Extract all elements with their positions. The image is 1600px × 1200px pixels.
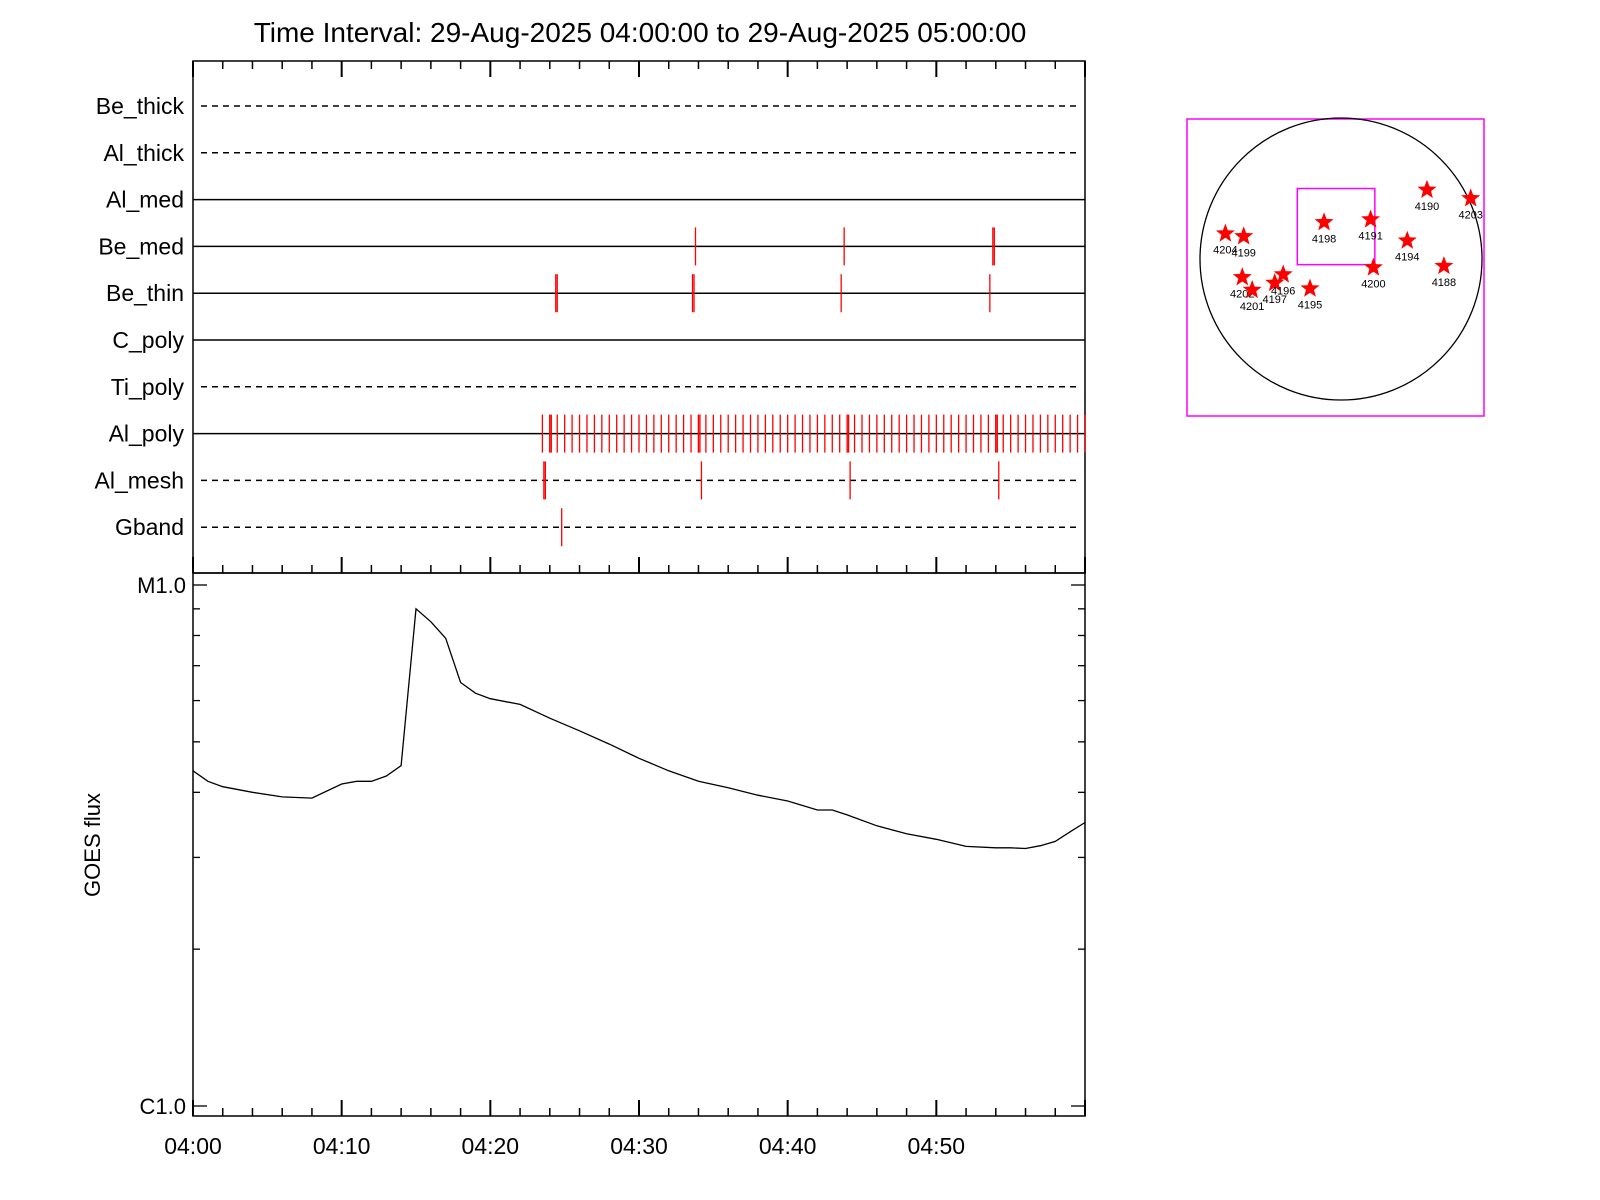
goes-panel: 04:00 04:10 04:20 04:30 04:40 04:50 M1.0 C1.0 — [137, 572, 1086, 1159]
region-star-4194 — [1397, 230, 1417, 249]
channel-label-Al_poly: Al_poly — [109, 421, 185, 447]
channel-label-Al_med: Al_med — [106, 187, 184, 213]
region-star-4203 — [1461, 188, 1481, 207]
x-tick-label: 04:30 — [610, 1133, 668, 1159]
region-label-4200: 4200 — [1361, 278, 1385, 290]
region-label-4201: 4201 — [1240, 301, 1264, 313]
region-star-4195 — [1300, 278, 1320, 297]
x-tick-label: 04:20 — [462, 1133, 520, 1159]
region-star-4190 — [1417, 179, 1437, 198]
region-star-4199 — [1234, 226, 1254, 245]
channel-label-Be_thick: Be_thick — [96, 93, 185, 119]
region-star-4198 — [1314, 212, 1334, 231]
y-tick-label-top: M1.0 — [137, 573, 186, 598]
y-axis-label: GOES flux — [80, 793, 105, 897]
channel-label-Be_med: Be_med — [98, 233, 184, 259]
region-label-4191: 4191 — [1358, 231, 1382, 243]
region-star-4204 — [1215, 223, 1235, 242]
solar-disk — [1199, 117, 1483, 401]
goes-flux-series — [192, 607, 1086, 850]
region-label-4190: 4190 — [1415, 201, 1439, 213]
region-label-4196: 4196 — [1271, 286, 1295, 298]
region-label-4199: 4199 — [1231, 247, 1255, 259]
region-label-4188: 4188 — [1432, 277, 1456, 289]
region-label-4203: 4203 — [1458, 209, 1482, 221]
channel-label-Ti_poly: Ti_poly — [111, 374, 185, 400]
region-label-4195: 4195 — [1298, 300, 1322, 312]
x-tick-label: 04:40 — [759, 1133, 817, 1159]
region-label-4194: 4194 — [1395, 252, 1419, 264]
channel-label-Al_mesh: Al_mesh — [95, 467, 184, 493]
channel-label-C_poly: C_poly — [112, 327, 184, 353]
sun-map-frame — [1186, 118, 1485, 417]
channel-label-Al_thick: Al_thick — [103, 140, 184, 166]
channel-label-Be_thin: Be_thin — [106, 280, 184, 306]
y-tick-label-bottom: C1.0 — [140, 1094, 186, 1119]
field-of-view-box — [1296, 187, 1376, 266]
x-tick-label: 04:50 — [908, 1133, 966, 1159]
region-star-4200 — [1363, 257, 1383, 276]
channel-label-Gband: Gband — [115, 514, 184, 540]
region-star-4197 — [1265, 273, 1285, 292]
channel-panel-frame — [192, 60, 1086, 574]
region-label-4204: 4204 — [1213, 245, 1237, 257]
x-tick-label: 04:10 — [313, 1133, 371, 1159]
region-star-4201 — [1242, 280, 1262, 299]
region-label-4197: 4197 — [1262, 294, 1286, 306]
x-tick-label: 04:00 — [164, 1133, 222, 1159]
region-star-4188 — [1434, 256, 1454, 275]
channels-panel: Be_thick Al_thick Al_med Be_med Be_thin C_pol… — [95, 60, 1086, 574]
region-star-4191 — [1361, 209, 1381, 228]
region-star-4196 — [1273, 264, 1293, 283]
goes-panel-frame — [192, 572, 1086, 1117]
region-label-4198: 4198 — [1312, 233, 1336, 245]
region-star-4202 — [1232, 267, 1252, 286]
chart-title: Time Interval: 29-Aug-2025 04:00:00 to 2… — [254, 17, 1027, 48]
